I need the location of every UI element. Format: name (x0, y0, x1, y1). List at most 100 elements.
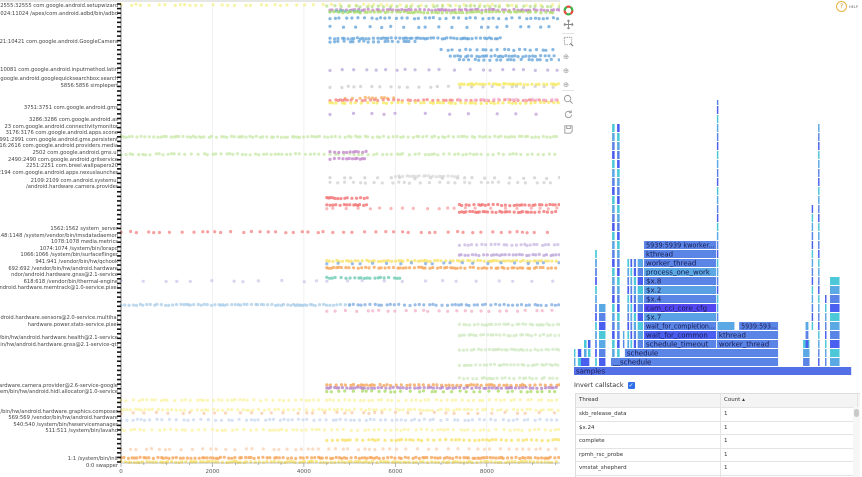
y-axis-label: 1066:1066 /system/bin/surfaceflinger (20, 252, 118, 258)
flame-frame (612, 232, 615, 240)
flame-frame (830, 313, 840, 321)
wheel-zoom-y-icon[interactable]: ⊕ (560, 62, 576, 76)
flame-frame (717, 178, 718, 186)
flame-frame (717, 277, 718, 285)
flame-frame (612, 250, 615, 258)
flame-frame (806, 322, 809, 330)
flame-frame (627, 340, 629, 348)
y-axis-label: hw/android.hardware.memtrack@1.0-service… (0, 285, 118, 291)
scrollbar-thumb[interactable] (854, 409, 859, 417)
flame-frame (612, 196, 615, 204)
thread-cell: vmstat_shepherd (576, 462, 721, 475)
column-header-count[interactable]: Count ▴ (721, 394, 858, 407)
flame-frame (584, 340, 587, 348)
flame-frame-label: $x.8 (646, 278, 661, 286)
flame-frame (818, 250, 819, 258)
y-axis-label: 511:511 /system/bin/lavahd (45, 428, 118, 434)
flame-frame (623, 340, 624, 348)
wheel-zoom-x-icon[interactable]: ⊕ (560, 48, 576, 62)
flame-frame (634, 259, 636, 267)
flame-frame (717, 187, 718, 195)
flame-frame (627, 286, 629, 294)
flame-frame (818, 268, 819, 276)
wheel-zoom-icon[interactable]: ⊕ (560, 76, 576, 90)
flame-frame (812, 304, 813, 312)
box-zoom-icon[interactable] (560, 34, 576, 48)
flame-frame-label: schedule (627, 350, 658, 358)
flame-frame (717, 151, 718, 159)
flame-frame (612, 304, 615, 312)
flame-frame (812, 313, 813, 321)
flame-frame (818, 160, 819, 168)
flame-graph[interactable]: samples__schedulescheduleschedule_timeou… (570, 100, 860, 380)
flame-frame (717, 241, 718, 249)
flame-frame (812, 232, 813, 240)
flame-frame (612, 295, 615, 303)
thread-cell: $x.24 (576, 422, 721, 435)
flame-frame (617, 295, 620, 303)
count-cell: 1 (721, 408, 858, 421)
invert-callstack-checkbox[interactable]: ✓ (628, 382, 635, 389)
flame-frame (612, 178, 615, 186)
flame-frame (830, 304, 840, 312)
flame-frame (612, 223, 615, 231)
flame-frame (830, 322, 840, 330)
y-axis-label: vendor/bin/hw/android.hardware.health@2.… (0, 335, 118, 341)
flame-frame (638, 331, 643, 339)
y-axis-label: 0:0 swapper (86, 463, 118, 469)
flame-frame (612, 187, 615, 195)
flame-frame (617, 205, 620, 213)
flame-frame (818, 205, 819, 213)
flame-frame (818, 349, 819, 357)
flame-frame-label: $x.7 (646, 314, 661, 322)
thread-cell: complete (576, 435, 721, 448)
flame-frame (717, 124, 718, 132)
flame-frame (818, 196, 819, 204)
pan-icon[interactable] (560, 17, 576, 31)
flame-frame (627, 331, 629, 339)
flame-frame (612, 340, 615, 348)
flame-frame-label: samples (576, 368, 605, 376)
flame-frame (717, 100, 718, 105)
flame-frame (717, 106, 718, 114)
y-axis-label: android.hardware.sensors@2.0-service.mul… (0, 315, 118, 321)
flame-frame (803, 349, 809, 357)
flame-frame (717, 313, 718, 321)
flame-frame (617, 151, 620, 159)
y-axis-label: n.google.android.googlequicksearchbox:se… (0, 76, 118, 82)
flame-frame (599, 358, 605, 366)
bokeh-logo-icon[interactable] (560, 3, 576, 17)
table-scrollbar[interactable] (853, 407, 860, 477)
flame-frame (634, 295, 636, 303)
y-axis-label: 5856:5856 simpleperf (61, 83, 118, 89)
flame-frame (634, 277, 636, 285)
flame-frame (634, 340, 636, 348)
flame-frame (825, 331, 826, 339)
invert-callstack-label: Invert callstack (574, 381, 624, 389)
y-axis-label: hardware.power.stats-service.pixel (28, 322, 118, 328)
invert-callstack-control: Invert callstack ✓ (574, 381, 635, 389)
flame-frame (617, 286, 620, 294)
flame-frame (818, 142, 819, 150)
flame-frame (595, 358, 597, 366)
flame-frame (581, 358, 589, 366)
flame-frame (818, 232, 819, 240)
flame-frame (812, 259, 813, 267)
flame-frame (825, 304, 826, 312)
flame-frame (595, 322, 597, 330)
column-header-thread[interactable]: Thread (576, 394, 721, 407)
flame-frame (623, 331, 624, 339)
flame-frame (612, 268, 615, 276)
flame-frame (812, 322, 813, 330)
y-axis-label: 2991:2991 com.google.android.gms.persist… (0, 137, 118, 143)
help-button[interactable]: ? HELP (836, 1, 858, 12)
flame-frame (595, 304, 597, 312)
y-axis-label: 32555:32555 com.google.android.setupwiza… (0, 3, 118, 9)
flame-frame (717, 133, 718, 141)
flame-frame (617, 223, 620, 231)
